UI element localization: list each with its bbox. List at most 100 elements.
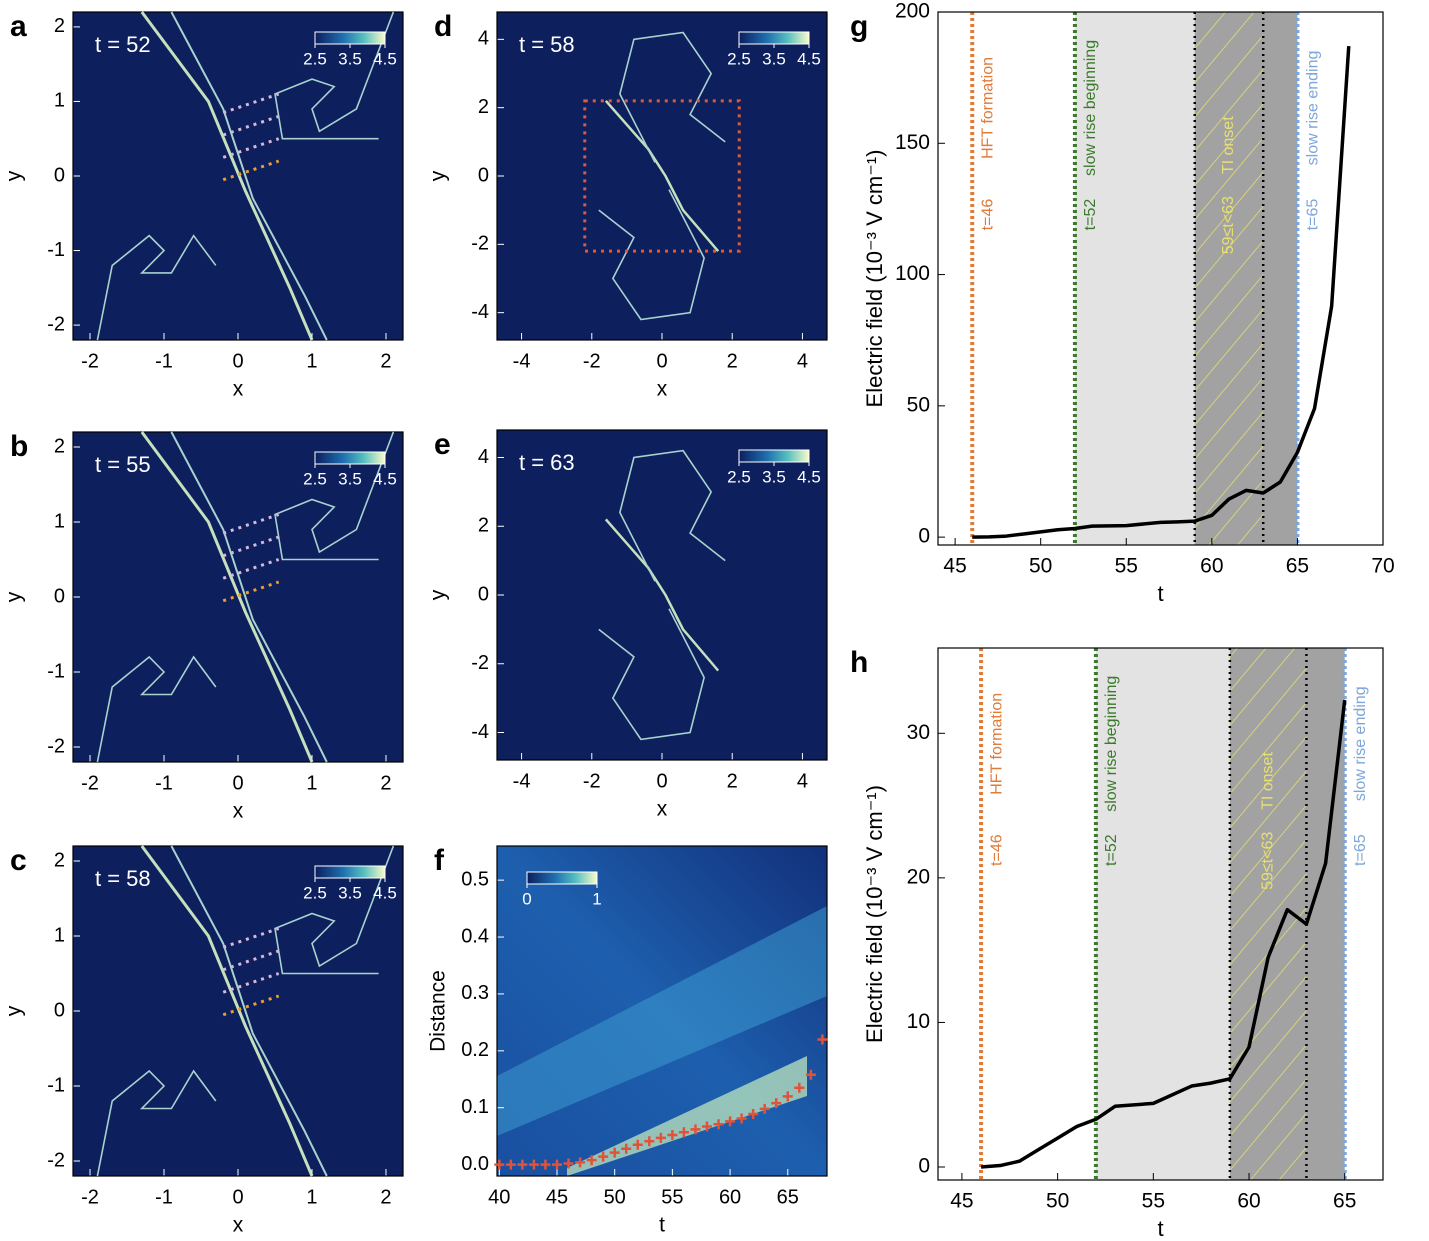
- x-tick-label: 45: [943, 555, 966, 578]
- sample-line: [222, 949, 280, 972]
- marker: [552, 1159, 562, 1170]
- marker: [505, 1159, 516, 1170]
- panel-label: c: [10, 844, 27, 877]
- time-label: t = 55: [95, 452, 151, 477]
- event-label: HFT formation: [988, 693, 1005, 795]
- colorbar-tick-label: 3.5: [338, 49, 362, 68]
- y-tick-label: -2: [47, 1149, 65, 1171]
- current-sheet: [170, 845, 328, 1177]
- y-tick-label: 0: [918, 525, 930, 548]
- sample-line: [222, 972, 280, 994]
- marker: [702, 1121, 712, 1132]
- sample-line: [222, 513, 280, 535]
- x-tick-label: -1: [155, 1186, 173, 1208]
- x-tick-label: 4: [797, 770, 808, 792]
- x-tick-label: 55: [1115, 555, 1138, 578]
- colorbar-tick-label: 2.5: [303, 469, 327, 488]
- current-sheet: [170, 431, 328, 763]
- current-sheet: [604, 518, 720, 672]
- region-sublabel: 59≤t<63: [1259, 832, 1276, 890]
- x-tick-label: -4: [513, 770, 531, 792]
- y-tick-label: -2: [47, 735, 65, 757]
- y-tick-label: -1: [47, 239, 65, 261]
- vortex: [96, 655, 217, 763]
- colorbar-tick-label: 4.5: [373, 469, 397, 488]
- vortex: [274, 431, 395, 561]
- loop: [619, 449, 726, 582]
- y-tick-label: 0.1: [461, 1096, 489, 1118]
- y-tick-label: -2: [471, 652, 489, 674]
- x-tick-label: 4: [797, 350, 808, 372]
- y-tick-label: 0: [54, 999, 65, 1021]
- loop: [598, 189, 705, 321]
- sample-line: [222, 558, 280, 580]
- y-axis-label: y: [427, 170, 450, 181]
- marker: [575, 1157, 586, 1168]
- y-tick-label: 30: [907, 721, 930, 744]
- marker: [528, 1159, 539, 1170]
- colorbar-tick-label: 2.5: [727, 467, 751, 486]
- sample-line: [222, 159, 280, 182]
- x-tick-label: 0: [232, 350, 243, 372]
- plot-frame: [72, 431, 404, 763]
- y-tick-label: 1: [54, 510, 65, 532]
- y-tick-label: 2: [54, 15, 65, 37]
- x-tick-label: 2: [380, 1186, 391, 1208]
- plot-frame: [496, 845, 828, 1177]
- x-tick-label: 65: [777, 1186, 799, 1208]
- current-sheet: [604, 100, 720, 252]
- x-tick-label: 2: [380, 350, 391, 372]
- marker: [667, 1130, 678, 1141]
- plot-frame: [72, 11, 404, 341]
- y-tick-label: 100: [895, 262, 930, 285]
- x-axis-label: t: [1157, 581, 1163, 606]
- x-tick-label: 65: [1333, 1190, 1356, 1213]
- plot-frame: [937, 647, 1384, 1181]
- colorbar-tick-label: 3.5: [762, 49, 786, 68]
- colorbar-tick-label: 2.5: [727, 49, 751, 68]
- marker: [748, 1108, 759, 1119]
- panel-label: h: [850, 646, 868, 679]
- y-tick-label: 0: [478, 164, 489, 186]
- panel-label: g: [850, 10, 868, 43]
- y-axis-label: y: [3, 1005, 26, 1016]
- marker: [598, 1151, 609, 1162]
- marker: [817, 1034, 828, 1045]
- x-tick-label: 55: [661, 1186, 683, 1208]
- sample-line: [222, 92, 280, 115]
- x-tick-label: -2: [81, 350, 99, 372]
- marker: [771, 1098, 782, 1109]
- event-sublabel: t=52: [1082, 199, 1099, 231]
- plot-frame: [72, 845, 404, 1177]
- marker: [736, 1113, 747, 1124]
- y-axis-label: Electric field (10⁻³ V cm⁻¹): [862, 785, 887, 1043]
- colorbar: [314, 451, 386, 465]
- y-tick-label: 2: [54, 849, 65, 871]
- sample-line: [222, 994, 280, 1017]
- y-tick-label: 0: [54, 585, 65, 607]
- marker: [794, 1082, 805, 1093]
- x-tick-label: 60: [1200, 555, 1223, 578]
- colorbar: [738, 449, 810, 463]
- sample-line: [222, 535, 280, 558]
- time-label: t = 58: [519, 32, 575, 57]
- plot-frame: [496, 429, 828, 761]
- x-axis-label: x: [657, 378, 668, 401]
- marker: [690, 1124, 701, 1135]
- y-axis-label: y: [427, 589, 450, 600]
- colorbar-tick-label: 3.5: [338, 469, 362, 488]
- panel-label: b: [10, 430, 28, 463]
- current-sheet: [140, 431, 314, 763]
- y-axis-label: y: [3, 591, 26, 602]
- y-tick-label: 0.0: [461, 1153, 489, 1175]
- colorbar-tick-label: 4.5: [797, 49, 821, 68]
- marker: [540, 1159, 551, 1170]
- data-line: [980, 699, 1347, 1169]
- x-tick-label: 65: [1286, 555, 1309, 578]
- x-axis-label: x: [233, 1214, 244, 1237]
- marker: [563, 1158, 574, 1169]
- x-tick-label: 0: [656, 350, 667, 372]
- colorbar-tick-label: 0: [522, 889, 531, 908]
- y-tick-label: -2: [471, 233, 489, 255]
